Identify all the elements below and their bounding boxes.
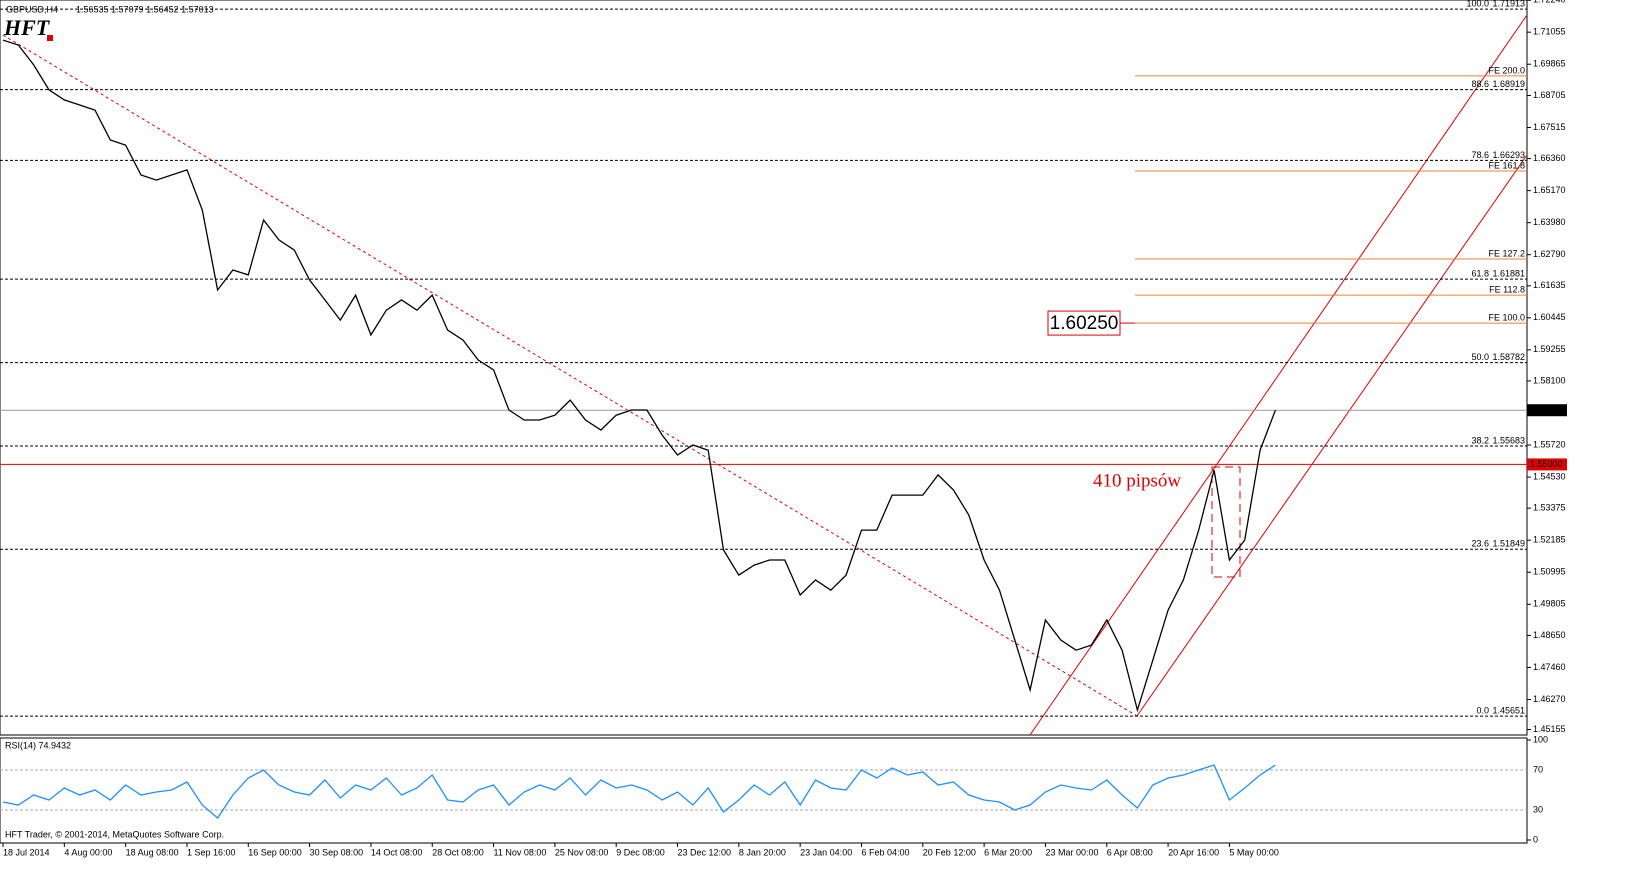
y-tick-label: 70	[1533, 764, 1543, 774]
fib-value: 1.51849	[1492, 539, 1525, 549]
x-tick-label: 23 Dec 12:00	[678, 847, 732, 857]
x-tick-label: 25 Nov 08:00	[555, 847, 609, 857]
fe-name: FE 200.0	[1488, 65, 1525, 75]
y-tick-label: 1.58100	[1533, 375, 1566, 385]
x-tick-label: 14 Oct 08:00	[371, 847, 423, 857]
x-tick-label: 23 Jan 04:00	[800, 847, 852, 857]
footer: HFT Trader, © 2001-2014, MetaQuotes Soft…	[5, 829, 224, 839]
fib-value: 1.68919	[1492, 79, 1525, 89]
x-tick-label: 6 Apr 08:00	[1107, 847, 1153, 857]
x-tick-label: 1 Sep 16:00	[187, 847, 236, 857]
fe-name: FE 112.8	[1489, 284, 1525, 294]
trendline	[2, 34, 1138, 717]
fe-name: FE 127.2	[1488, 248, 1525, 258]
fib-name: 38.2	[1471, 435, 1489, 445]
current-price-tag	[1527, 404, 1567, 417]
x-tick-label: 23 Mar 00:00	[1045, 847, 1098, 857]
y-tick-label: 1.52185	[1533, 535, 1566, 545]
y-tick-label: 1.67515	[1533, 122, 1566, 132]
ohlc: 1.56535 1.57079 1.56452 1.57013	[76, 4, 214, 14]
x-tick-label: 28 Oct 08:00	[432, 847, 484, 857]
x-tick-label: 18 Jul 2014	[3, 847, 50, 857]
x-tick-label: 5 May 00:00	[1229, 847, 1279, 857]
fib-value: 1.45651	[1492, 706, 1525, 716]
x-tick-label: 20 Apr 16:00	[1168, 847, 1219, 857]
y-tick-label: 100	[1533, 734, 1548, 744]
logo-dot	[47, 35, 53, 41]
y-tick-label: 1.59255	[1533, 344, 1566, 354]
y-tick-label: 1.63980	[1533, 217, 1566, 227]
fib-value: 1.58782	[1492, 352, 1525, 362]
y-tick-label: 1.49805	[1533, 599, 1566, 609]
y-tick-label: 1.50995	[1533, 567, 1566, 577]
x-tick-label: 4 Aug 00:00	[64, 847, 112, 857]
fib-name: 78.6	[1471, 150, 1489, 160]
price-frame	[0, 0, 1528, 736]
y-tick-label: 1.47460	[1533, 662, 1566, 672]
fib-name: 50.0	[1471, 352, 1489, 362]
fe-name: FE 161.8	[1488, 160, 1525, 170]
logo: HFT	[3, 15, 51, 40]
fib-value: 1.66293	[1492, 150, 1525, 160]
target-label: 1.60250	[1050, 313, 1119, 334]
x-tick-label: 16 Sep 00:00	[248, 847, 302, 857]
channel-line	[1029, 14, 1528, 736]
x-tick-label: 18 Aug 08:00	[126, 847, 179, 857]
y-tick-label: 1.45155	[1533, 724, 1566, 734]
fib-value: 1.71913	[1492, 0, 1525, 8]
y-tick-label: 1.46270	[1533, 694, 1566, 704]
y-tick-label: 1.53375	[1533, 503, 1566, 513]
x-tick-label: 11 Nov 08:00	[494, 847, 547, 857]
series-line	[2, 39, 1277, 713]
y-tick-label: 1.68705	[1533, 90, 1566, 100]
y-tick-label: 1.48650	[1533, 630, 1566, 640]
fe-name: FE 100.0	[1488, 312, 1525, 322]
rsi-title: RSI(14) 74.9432	[5, 740, 71, 750]
range-box	[1211, 466, 1241, 578]
x-tick-label: 6 Mar 20:00	[984, 847, 1032, 857]
current-price-label: 1.57013	[1530, 405, 1563, 415]
x-tick-label: 8 Jan 20:00	[739, 847, 786, 857]
y-tick-label: 1.66360	[1533, 153, 1566, 163]
rsi-frame	[0, 737, 1528, 844]
y-tick-label: 1.55720	[1533, 439, 1566, 449]
y-tick-label: 1.72240	[1533, 0, 1566, 5]
y-tick-label: 30	[1533, 804, 1543, 814]
fib-name: 100.0	[1466, 0, 1489, 8]
x-tick-label: 20 Feb 12:00	[923, 847, 976, 857]
x-tick-label: 6 Feb 04:00	[861, 847, 909, 857]
y-tick-label: 1.60445	[1533, 312, 1566, 322]
fib-name: 88.6	[1471, 79, 1489, 89]
x-tick-label: 30 Sep 08:00	[310, 847, 364, 857]
support-label: 1.55000	[1530, 459, 1563, 469]
y-tick-label: 1.65170	[1533, 185, 1566, 195]
fib-value: 1.55683	[1492, 435, 1525, 445]
y-tick-label: 1.61635	[1533, 280, 1566, 290]
y-tick-label: 1.71055	[1533, 27, 1566, 37]
x-tick-label: 9 Dec 08:00	[616, 847, 665, 857]
y-tick-label: 0	[1533, 834, 1538, 844]
fib-name: 61.8	[1471, 269, 1489, 279]
fib-value: 1.61881	[1492, 269, 1525, 279]
annotation: 410 pipsów	[1093, 470, 1181, 491]
y-tick-label: 1.54530	[1533, 471, 1566, 481]
y-tick-label: 1.62790	[1533, 249, 1566, 259]
fib-name: 0.0	[1476, 706, 1489, 716]
series-line	[2, 764, 1276, 819]
fib-name: 23.6	[1471, 539, 1489, 549]
y-tick-label: 1.69865	[1533, 59, 1566, 69]
channel-line	[1136, 154, 1528, 717]
support-tag	[1527, 458, 1567, 471]
